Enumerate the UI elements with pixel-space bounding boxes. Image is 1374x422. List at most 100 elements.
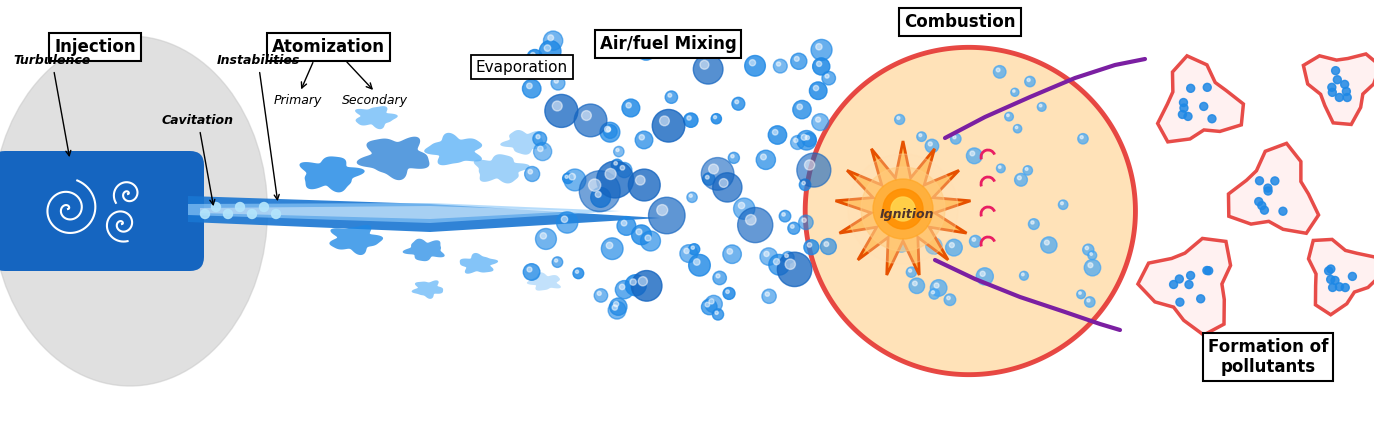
Circle shape	[522, 79, 541, 98]
Circle shape	[1079, 292, 1081, 294]
Circle shape	[1025, 76, 1035, 87]
Circle shape	[610, 298, 627, 315]
Circle shape	[1040, 237, 1057, 253]
Circle shape	[1025, 168, 1028, 170]
Circle shape	[746, 214, 756, 225]
Circle shape	[606, 127, 610, 132]
Circle shape	[790, 135, 805, 149]
Circle shape	[1260, 206, 1268, 214]
Circle shape	[224, 209, 232, 219]
Circle shape	[1342, 87, 1351, 95]
Polygon shape	[1138, 238, 1231, 335]
Circle shape	[694, 54, 723, 84]
Circle shape	[912, 281, 918, 286]
Circle shape	[717, 36, 721, 40]
Polygon shape	[403, 239, 445, 261]
Circle shape	[910, 180, 914, 184]
Polygon shape	[300, 157, 364, 192]
Circle shape	[713, 173, 742, 202]
Circle shape	[768, 126, 787, 144]
Circle shape	[798, 215, 813, 230]
Circle shape	[813, 85, 819, 91]
Circle shape	[714, 34, 727, 46]
Circle shape	[562, 216, 567, 222]
Circle shape	[1327, 265, 1334, 273]
Circle shape	[1341, 80, 1349, 88]
Circle shape	[555, 259, 558, 262]
Circle shape	[644, 235, 651, 241]
Circle shape	[1333, 76, 1341, 84]
Circle shape	[594, 289, 607, 302]
Circle shape	[761, 154, 767, 160]
Circle shape	[802, 133, 816, 147]
Polygon shape	[188, 203, 620, 223]
Circle shape	[1175, 275, 1183, 283]
Circle shape	[769, 254, 790, 275]
Circle shape	[824, 74, 829, 78]
Circle shape	[738, 202, 745, 209]
Circle shape	[1184, 112, 1193, 120]
Circle shape	[812, 114, 829, 130]
Circle shape	[548, 35, 554, 41]
Text: Air/fuel Mixing: Air/fuel Mixing	[599, 35, 736, 53]
Polygon shape	[1304, 54, 1374, 124]
Circle shape	[526, 83, 532, 89]
Circle shape	[993, 65, 1006, 78]
Circle shape	[805, 135, 809, 140]
Circle shape	[536, 229, 556, 249]
Circle shape	[1197, 295, 1205, 303]
Circle shape	[1327, 83, 1336, 91]
Circle shape	[1007, 114, 1010, 116]
Circle shape	[907, 177, 922, 192]
Polygon shape	[425, 133, 482, 165]
Circle shape	[1257, 202, 1265, 210]
Circle shape	[890, 240, 893, 243]
Text: Ignition: Ignition	[879, 208, 934, 221]
Circle shape	[580, 171, 620, 212]
Circle shape	[1331, 67, 1340, 75]
Circle shape	[904, 192, 916, 203]
Circle shape	[1018, 176, 1021, 180]
Circle shape	[1083, 244, 1094, 255]
Circle shape	[1061, 202, 1063, 205]
Circle shape	[738, 208, 772, 243]
Polygon shape	[805, 47, 1135, 375]
Circle shape	[614, 301, 618, 307]
Circle shape	[1176, 298, 1184, 306]
Circle shape	[636, 229, 642, 235]
Polygon shape	[460, 253, 499, 274]
Circle shape	[951, 133, 960, 144]
Circle shape	[908, 269, 912, 272]
Circle shape	[636, 41, 655, 60]
Circle shape	[1179, 98, 1187, 106]
Circle shape	[944, 294, 956, 306]
Circle shape	[816, 61, 822, 66]
Circle shape	[778, 252, 812, 287]
Circle shape	[932, 291, 934, 294]
Circle shape	[212, 203, 220, 211]
Circle shape	[1187, 84, 1194, 92]
Circle shape	[996, 164, 1006, 173]
Circle shape	[816, 117, 820, 122]
Circle shape	[540, 233, 547, 239]
Circle shape	[816, 43, 822, 50]
Circle shape	[734, 198, 754, 219]
Circle shape	[925, 139, 938, 153]
Circle shape	[528, 267, 532, 272]
Circle shape	[581, 111, 591, 120]
Circle shape	[926, 238, 943, 254]
Circle shape	[919, 134, 922, 137]
Circle shape	[1039, 104, 1041, 107]
Circle shape	[801, 135, 807, 140]
Circle shape	[565, 175, 567, 179]
Circle shape	[779, 211, 791, 222]
Circle shape	[731, 154, 734, 158]
Circle shape	[562, 173, 573, 184]
Circle shape	[1329, 88, 1337, 96]
Circle shape	[528, 170, 533, 174]
Circle shape	[576, 270, 578, 273]
Circle shape	[765, 292, 769, 296]
Polygon shape	[188, 196, 660, 232]
Circle shape	[528, 49, 543, 65]
Circle shape	[636, 176, 644, 185]
